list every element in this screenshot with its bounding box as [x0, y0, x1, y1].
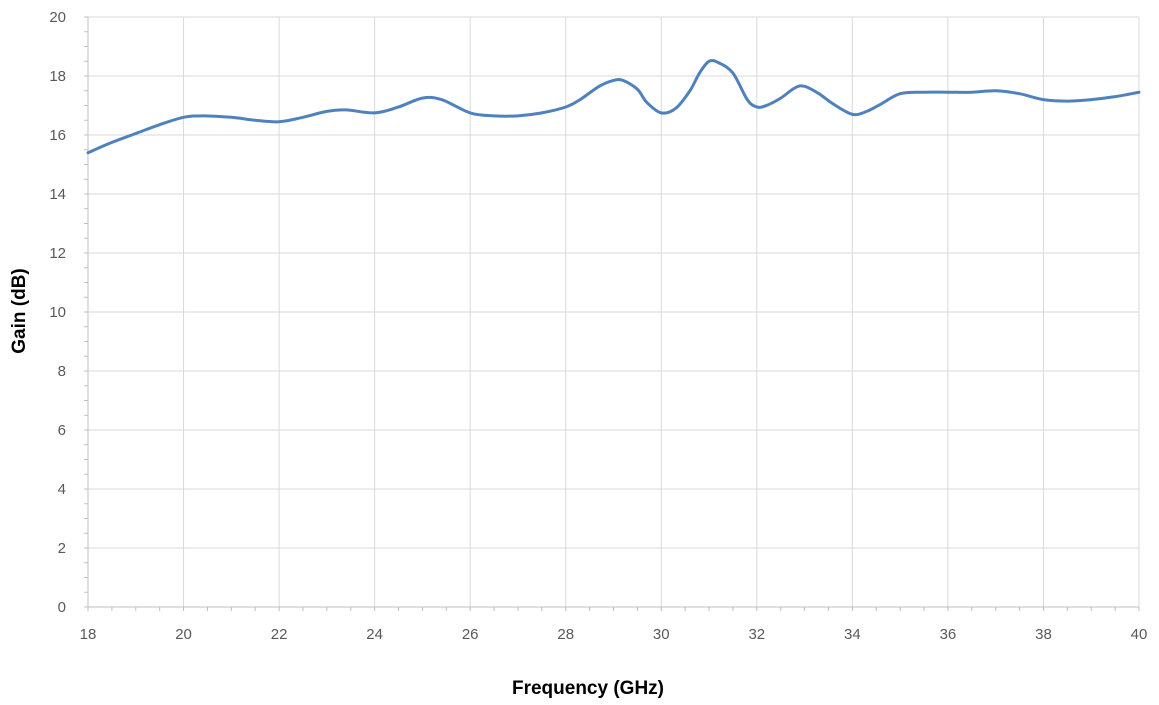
x-tick-label: 20 [175, 626, 192, 643]
x-tick-label: 34 [844, 626, 861, 643]
y-tick-label: 0 [58, 599, 66, 616]
y-tick-label: 4 [58, 481, 66, 498]
x-tick-label: 36 [940, 626, 957, 643]
x-tick-label: 26 [462, 626, 479, 643]
x-tick-label: 24 [366, 626, 383, 643]
y-tick-label: 14 [49, 186, 66, 203]
x-axis-title: Frequency (GHz) [512, 678, 664, 699]
grid-layer [88, 16, 1140, 607]
x-tick-label: 28 [557, 626, 574, 643]
x-tick-label: 32 [748, 626, 765, 643]
y-tick-label: 8 [58, 363, 66, 380]
y-tick-label: 18 [49, 68, 66, 85]
axis-layer [84, 16, 1140, 611]
y-tick-label: 2 [58, 540, 66, 557]
series-layer [86, 58, 1141, 155]
x-tick-label: 18 [80, 626, 97, 643]
y-tick-label: 20 [49, 9, 66, 26]
x-tick-label: 22 [271, 626, 288, 643]
y-tick-label: 12 [49, 245, 66, 262]
x-tick-label: 30 [653, 626, 670, 643]
gain-series-line [86, 58, 1141, 155]
y-tick-label: 16 [49, 127, 66, 144]
x-tick-label: 40 [1131, 626, 1148, 643]
y-tick-label: 6 [58, 422, 66, 439]
x-tick-label: 38 [1035, 626, 1052, 643]
y-axis-title: Gain (dB) [9, 268, 30, 354]
y-tick-label: 10 [49, 304, 66, 321]
